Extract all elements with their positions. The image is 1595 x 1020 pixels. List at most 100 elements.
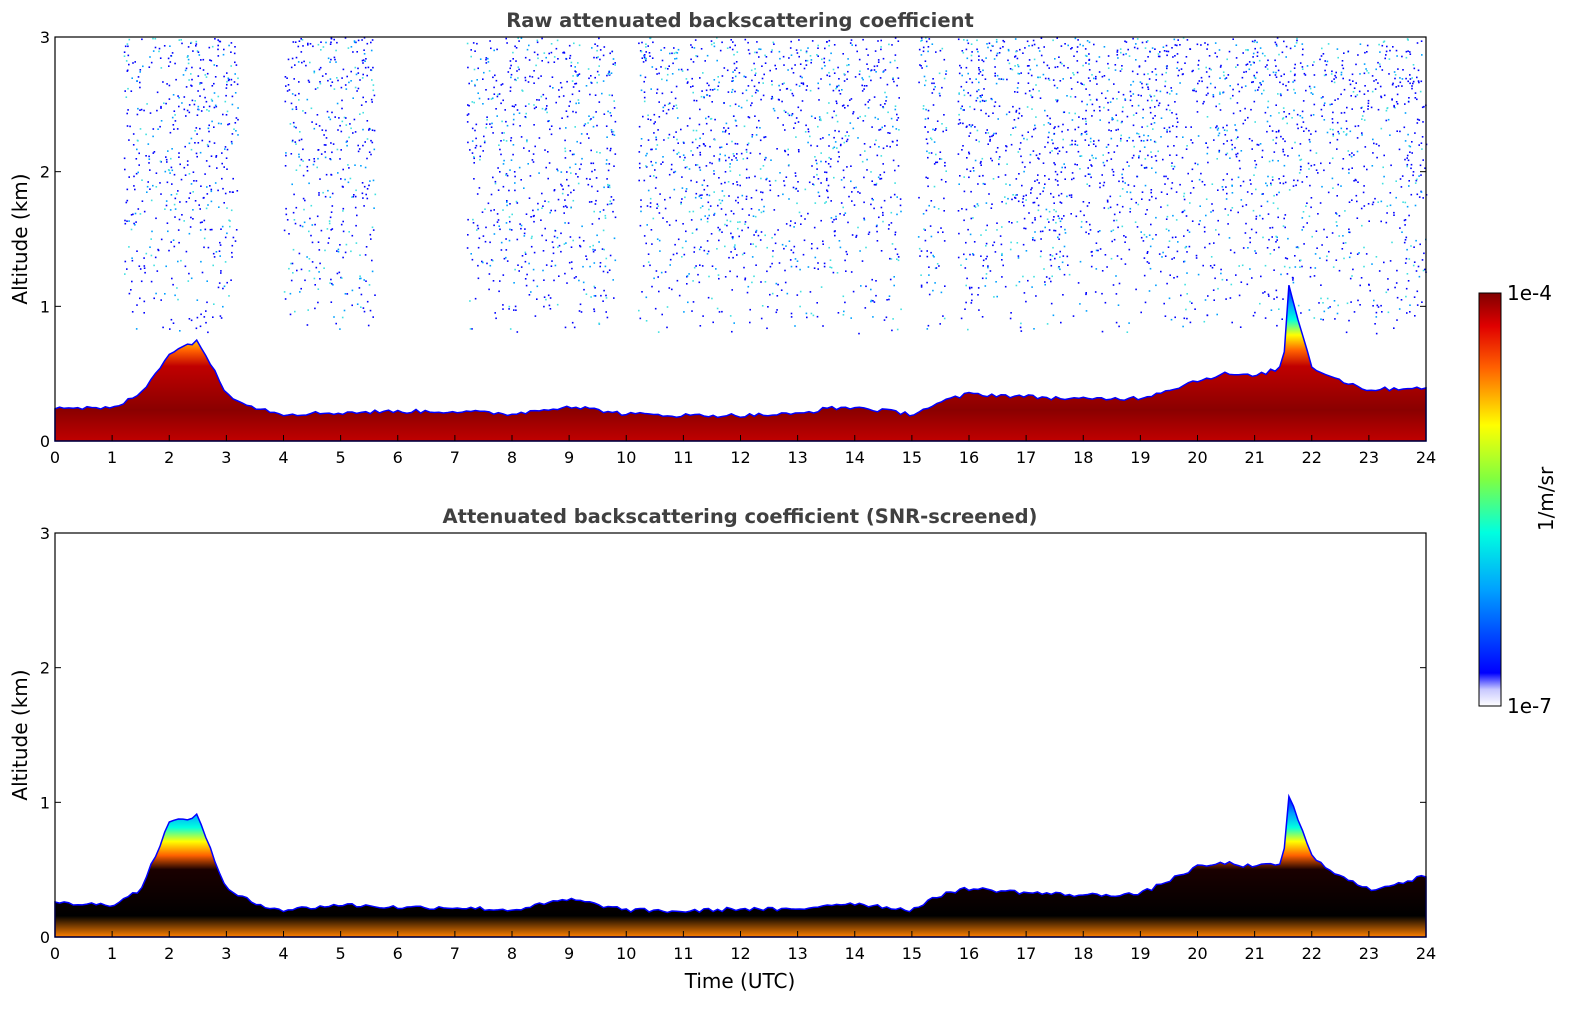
noise-point	[775, 282, 778, 285]
noise-point	[495, 317, 497, 320]
noise-point	[944, 165, 946, 167]
noise-point	[1371, 90, 1374, 93]
noise-point	[967, 328, 969, 331]
noise-point	[873, 69, 876, 71]
noise-point	[839, 246, 842, 249]
noise-point	[1017, 72, 1019, 75]
noise-point	[824, 47, 826, 50]
noise-point	[1214, 42, 1217, 44]
noise-point	[1154, 106, 1156, 108]
noise-point	[1197, 135, 1200, 137]
noise-point	[1367, 72, 1370, 74]
noise-point	[1222, 126, 1224, 129]
noise-point	[170, 166, 173, 169]
noise-point	[1099, 119, 1101, 121]
noise-point	[1387, 118, 1390, 121]
noise-point	[366, 197, 369, 200]
noise-point	[863, 143, 866, 145]
noise-point	[1116, 145, 1119, 147]
noise-point	[533, 104, 535, 106]
noise-point	[336, 250, 338, 252]
noise-point	[1242, 122, 1245, 125]
noise-point	[199, 151, 202, 154]
noise-point	[1394, 106, 1396, 109]
noise-point	[1351, 108, 1353, 110]
noise-point	[967, 92, 969, 94]
noise-point	[796, 260, 799, 262]
noise-point	[988, 193, 990, 195]
noise-point	[1008, 62, 1011, 65]
noise-point	[340, 149, 342, 151]
noise-point	[1277, 130, 1280, 133]
noise-point	[931, 92, 934, 94]
noise-point	[771, 95, 773, 98]
noise-point	[345, 124, 348, 126]
noise-point	[1303, 72, 1306, 75]
noise-point	[126, 268, 128, 270]
noise-point	[1185, 245, 1188, 248]
noise-point	[510, 229, 513, 231]
noise-point	[741, 229, 743, 232]
noise-point	[336, 41, 338, 44]
noise-point	[748, 214, 750, 216]
noise-point	[750, 197, 753, 199]
noise-point	[875, 182, 878, 185]
noise-point	[969, 78, 971, 80]
noise-point	[670, 168, 673, 171]
noise-point	[977, 89, 980, 91]
noise-point	[1277, 93, 1279, 95]
noise-point	[509, 90, 512, 92]
noise-point	[606, 74, 608, 77]
noise-point	[765, 56, 768, 58]
noise-point	[542, 205, 544, 207]
noise-point	[1133, 46, 1136, 49]
noise-point	[1027, 72, 1030, 75]
noise-point	[1241, 86, 1243, 89]
noise-point	[719, 153, 721, 156]
noise-point	[195, 45, 197, 47]
noise-point	[939, 49, 942, 52]
noise-point	[920, 65, 922, 67]
noise-point	[1306, 176, 1308, 178]
noise-point	[1089, 140, 1092, 143]
noise-point	[830, 200, 832, 202]
noise-point	[799, 75, 802, 78]
noise-point	[1138, 155, 1140, 157]
noise-point	[1271, 236, 1273, 238]
noise-point	[1230, 283, 1233, 286]
noise-point	[726, 224, 728, 227]
noise-point	[1064, 232, 1067, 234]
noise-point	[760, 231, 763, 233]
noise-point	[1345, 133, 1348, 135]
noise-point	[963, 190, 966, 193]
noise-point	[211, 100, 214, 102]
noise-point	[199, 83, 201, 85]
noise-point	[925, 108, 927, 111]
noise-point	[1411, 85, 1413, 87]
noise-point	[500, 140, 502, 142]
noise-point	[362, 59, 365, 61]
noise-point	[1032, 39, 1035, 42]
noise-point	[594, 249, 596, 251]
noise-point	[1187, 172, 1189, 175]
noise-point	[343, 309, 346, 312]
noise-point	[172, 124, 175, 126]
noise-point	[516, 238, 519, 241]
noise-point	[1057, 236, 1059, 239]
noise-point	[1251, 40, 1254, 43]
noise-point	[1144, 301, 1147, 304]
noise-point	[174, 62, 176, 65]
noise-point	[500, 102, 502, 105]
noise-point	[1059, 250, 1061, 253]
noise-point	[327, 57, 330, 60]
noise-point	[992, 45, 994, 47]
noise-point	[820, 160, 822, 163]
noise-point	[796, 52, 799, 54]
noise-point	[1391, 98, 1393, 100]
noise-point	[215, 155, 218, 157]
noise-point	[1010, 143, 1013, 146]
noise-point	[472, 218, 474, 221]
noise-point	[1061, 261, 1064, 264]
noise-point	[1031, 44, 1034, 47]
noise-point	[197, 51, 200, 53]
